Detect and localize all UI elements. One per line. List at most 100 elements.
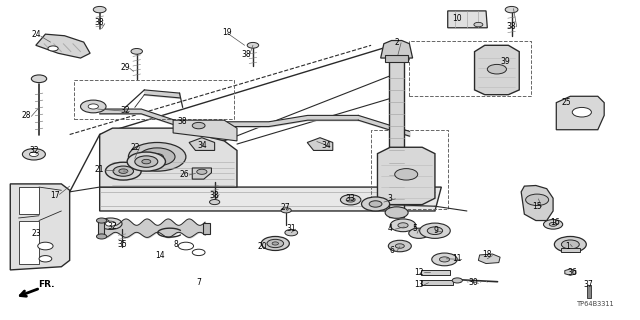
Circle shape bbox=[106, 221, 116, 226]
Circle shape bbox=[196, 169, 207, 174]
Text: 19: 19 bbox=[223, 28, 232, 37]
Text: 8: 8 bbox=[174, 240, 179, 249]
Bar bbox=[421, 270, 450, 275]
Text: 36: 36 bbox=[568, 268, 577, 277]
Circle shape bbox=[142, 159, 151, 164]
Polygon shape bbox=[36, 34, 90, 58]
Circle shape bbox=[93, 6, 106, 13]
Circle shape bbox=[561, 240, 579, 249]
Circle shape bbox=[31, 75, 47, 83]
Circle shape bbox=[113, 166, 134, 176]
Text: 38: 38 bbox=[210, 190, 220, 200]
Bar bbox=[385, 55, 408, 62]
Text: 38: 38 bbox=[95, 19, 104, 28]
Circle shape bbox=[385, 207, 408, 218]
Text: 11: 11 bbox=[452, 254, 461, 263]
Circle shape bbox=[81, 100, 106, 113]
Circle shape bbox=[97, 234, 107, 239]
Text: 10: 10 bbox=[452, 14, 462, 23]
Circle shape bbox=[388, 240, 412, 252]
Text: 6: 6 bbox=[389, 246, 394, 255]
Text: 38: 38 bbox=[242, 50, 252, 59]
Polygon shape bbox=[100, 187, 442, 211]
Circle shape bbox=[428, 227, 443, 235]
Text: 18: 18 bbox=[483, 251, 492, 260]
Text: 13: 13 bbox=[414, 280, 424, 289]
Text: 34: 34 bbox=[321, 141, 332, 150]
Text: 26: 26 bbox=[180, 170, 189, 179]
Text: 32: 32 bbox=[108, 222, 117, 231]
Text: 33: 33 bbox=[346, 194, 356, 203]
Bar bbox=[98, 221, 104, 236]
Text: 32: 32 bbox=[29, 146, 38, 155]
Circle shape bbox=[452, 278, 463, 283]
Text: 37: 37 bbox=[583, 280, 593, 289]
Text: 2: 2 bbox=[394, 38, 399, 47]
Polygon shape bbox=[521, 186, 553, 220]
Circle shape bbox=[38, 242, 53, 250]
Circle shape bbox=[420, 223, 451, 238]
Circle shape bbox=[395, 169, 418, 180]
Circle shape bbox=[281, 208, 291, 213]
Text: 12: 12 bbox=[414, 268, 424, 277]
Circle shape bbox=[572, 108, 591, 117]
Bar bbox=[389, 58, 404, 217]
Text: 31: 31 bbox=[287, 224, 296, 233]
Circle shape bbox=[543, 220, 563, 229]
Text: 27: 27 bbox=[280, 203, 290, 212]
Text: 39: 39 bbox=[500, 57, 510, 66]
Polygon shape bbox=[10, 184, 70, 270]
Bar bbox=[561, 248, 580, 252]
Circle shape bbox=[22, 148, 45, 160]
Circle shape bbox=[261, 236, 289, 251]
Circle shape bbox=[340, 195, 361, 205]
Circle shape bbox=[390, 219, 416, 232]
Circle shape bbox=[362, 197, 390, 211]
Circle shape bbox=[440, 257, 450, 262]
Text: 35: 35 bbox=[117, 240, 127, 249]
Circle shape bbox=[129, 142, 186, 171]
Polygon shape bbox=[474, 45, 519, 95]
Polygon shape bbox=[307, 138, 333, 150]
Circle shape bbox=[127, 152, 166, 171]
Text: 23: 23 bbox=[31, 229, 40, 238]
Text: 22: 22 bbox=[130, 143, 140, 152]
Text: 30: 30 bbox=[468, 278, 478, 287]
Polygon shape bbox=[478, 254, 500, 264]
Circle shape bbox=[209, 199, 220, 204]
Circle shape bbox=[409, 228, 429, 238]
Text: 38: 38 bbox=[178, 117, 188, 126]
Circle shape bbox=[396, 244, 404, 248]
Text: 7: 7 bbox=[196, 278, 201, 287]
Circle shape bbox=[285, 229, 298, 236]
Text: 17: 17 bbox=[50, 190, 60, 200]
Text: 3: 3 bbox=[388, 194, 393, 203]
Circle shape bbox=[369, 201, 382, 207]
Text: 20: 20 bbox=[258, 242, 268, 251]
Circle shape bbox=[106, 162, 141, 180]
Circle shape bbox=[39, 256, 52, 262]
Text: 24: 24 bbox=[31, 30, 40, 39]
Text: 14: 14 bbox=[156, 251, 165, 260]
Circle shape bbox=[192, 123, 205, 129]
Polygon shape bbox=[565, 269, 576, 275]
Circle shape bbox=[48, 46, 58, 51]
Circle shape bbox=[97, 218, 107, 223]
Text: 5: 5 bbox=[412, 224, 417, 233]
Text: 21: 21 bbox=[95, 165, 104, 174]
Polygon shape bbox=[19, 220, 39, 264]
Text: 15: 15 bbox=[532, 202, 542, 211]
Circle shape bbox=[272, 242, 278, 245]
Circle shape bbox=[135, 156, 158, 167]
Text: FR.: FR. bbox=[38, 280, 54, 289]
Circle shape bbox=[88, 104, 99, 109]
Polygon shape bbox=[381, 41, 413, 58]
Text: 28: 28 bbox=[22, 111, 31, 120]
Circle shape bbox=[267, 239, 284, 248]
Circle shape bbox=[131, 49, 143, 54]
Circle shape bbox=[346, 197, 355, 202]
Text: TP64B3311: TP64B3311 bbox=[577, 301, 615, 307]
Bar bbox=[587, 285, 591, 298]
Circle shape bbox=[432, 253, 458, 266]
Polygon shape bbox=[173, 120, 237, 141]
